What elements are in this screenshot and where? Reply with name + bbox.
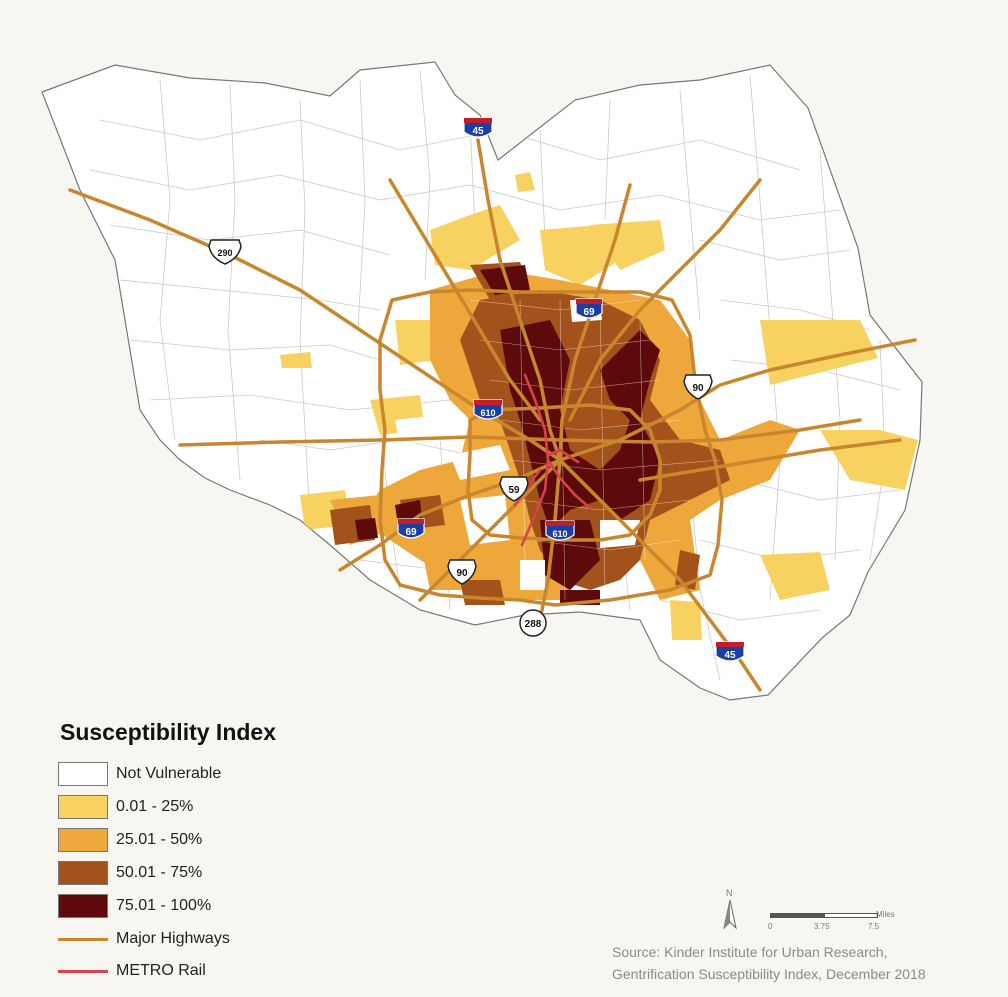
legend-swatch xyxy=(58,894,108,918)
scale-segment xyxy=(770,913,824,918)
beltway-8 xyxy=(378,288,724,607)
scale-tick-1: 3.75 xyxy=(814,922,830,931)
us-90-southwest-shield: 90 xyxy=(447,559,477,585)
source-line-2: Gentrification Susceptibility Index, Dec… xyxy=(612,966,926,982)
tracts-75-100-percent xyxy=(355,265,660,605)
legend-title: Susceptibility Index xyxy=(60,719,276,745)
north-arrow-icon xyxy=(723,899,737,930)
i-45-north-shield: 45 xyxy=(463,117,493,138)
legend-item-75-100: 75.01 - 100% xyxy=(58,894,211,918)
us-290-shield: 290 xyxy=(208,239,242,265)
sh-288-label: 288 xyxy=(525,619,542,630)
legend-label: 50.01 - 75% xyxy=(116,864,203,881)
legend-label: Not Vulnerable xyxy=(116,765,222,782)
i-45-north xyxy=(476,138,562,462)
major-highways xyxy=(68,138,917,692)
hwy-225 xyxy=(638,438,902,482)
us-90-east xyxy=(558,338,917,462)
i-69-north xyxy=(558,183,632,462)
i-69-north-label: 69 xyxy=(583,307,595,318)
tracts-0-25-percent xyxy=(280,172,918,640)
legend-swatch xyxy=(58,828,108,852)
i-610-south-shield: 610 xyxy=(545,520,575,541)
i-45-south-shield: 45 xyxy=(715,641,745,662)
source-note: Source: Kinder Institute for Urban Resea… xyxy=(612,941,926,985)
sh-288-shield: 288 xyxy=(519,609,547,637)
scale-bar: 0 3.75 7.5 Miles xyxy=(768,910,895,936)
legend-label: 75.01 - 100% xyxy=(116,897,212,914)
i-69-southwest xyxy=(338,458,562,572)
i-10 xyxy=(178,418,862,447)
i-69-southwest-label: 69 xyxy=(405,527,417,538)
hwy-249 xyxy=(388,178,542,422)
legend-label: 0.01 - 25% xyxy=(116,798,194,815)
scale-tick-0: 0 xyxy=(768,922,773,931)
legend-item-major-highways: Major Highways xyxy=(58,927,230,951)
legend-item-metro-rail: METRO Rail xyxy=(58,959,206,983)
i-610-south-label: 610 xyxy=(552,529,567,539)
legend-item-25-50: 25.01 - 50% xyxy=(58,828,202,852)
loop-610 xyxy=(466,403,662,542)
us-290-label: 290 xyxy=(217,248,232,258)
scale-tick-2: 7.5 xyxy=(868,922,880,931)
interstate-shields: 45 69 610 69 610 45 xyxy=(397,117,745,662)
i-45-south xyxy=(558,458,762,692)
map[interactable]: 45 69 610 69 610 45 xyxy=(0,0,1008,720)
legend-line-swatch xyxy=(58,959,108,983)
legend-item-not-vulnerable: Not Vulnerable xyxy=(58,762,221,786)
scale-unit: Miles xyxy=(876,910,895,919)
us-90-southwest xyxy=(418,458,562,602)
us-90-east-label: 90 xyxy=(692,383,704,394)
us-59-label: 59 xyxy=(508,485,520,496)
us-90-east-shield: 90 xyxy=(683,374,713,400)
source-line-1: Source: Kinder Institute for Urban Resea… xyxy=(612,944,888,960)
scale-segment xyxy=(824,913,878,918)
us-59-north xyxy=(568,178,762,422)
legend-label: Major Highways xyxy=(116,930,230,947)
us-59-shield: 59 xyxy=(499,476,529,502)
legend-label: METRO Rail xyxy=(116,962,206,979)
i-45-north-label: 45 xyxy=(472,126,484,137)
i-610-west-label: 610 xyxy=(480,408,495,418)
us-route-shields: 290 90 59 90 xyxy=(208,239,713,585)
i-610-west-shield: 610 xyxy=(473,399,503,420)
i-69-north-shield: 69 xyxy=(575,298,603,319)
hwy-288 xyxy=(538,458,562,622)
legend-swatch xyxy=(58,861,108,885)
legend-swatch xyxy=(58,762,108,786)
north-label: N xyxy=(726,888,733,898)
i-69-southwest-shield: 69 xyxy=(397,518,425,539)
legend-label: 25.01 - 50% xyxy=(116,831,203,848)
legend-item-50-75: 50.01 - 75% xyxy=(58,861,202,885)
legend-swatch xyxy=(58,795,108,819)
us-90-southwest-label: 90 xyxy=(456,568,468,579)
legend-item-0-25: 0.01 - 25% xyxy=(58,795,193,819)
i-45-south-label: 45 xyxy=(724,650,736,661)
legend-line-swatch xyxy=(58,927,108,951)
us-290 xyxy=(68,188,562,462)
